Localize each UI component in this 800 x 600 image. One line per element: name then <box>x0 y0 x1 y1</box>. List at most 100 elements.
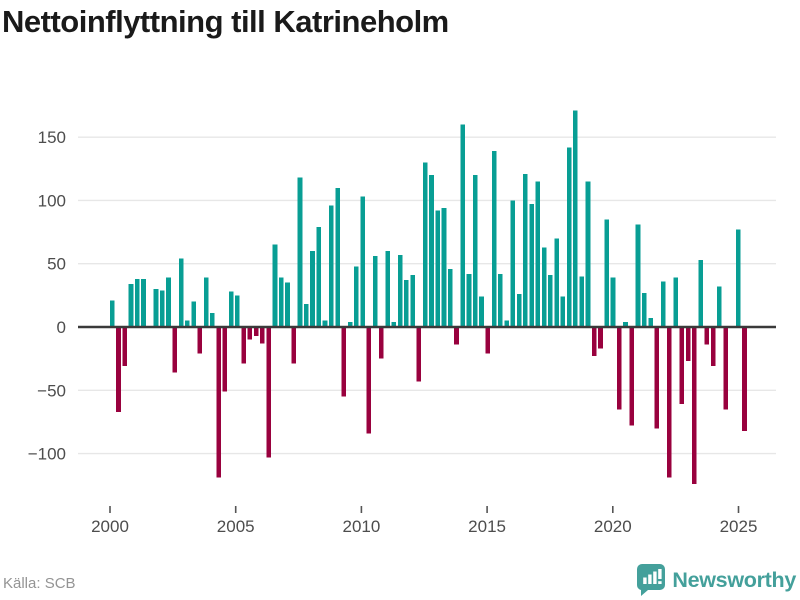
bar[interactable] <box>159 290 165 327</box>
bar[interactable] <box>272 244 278 327</box>
bar[interactable] <box>685 327 691 362</box>
bar[interactable] <box>692 327 697 484</box>
bar[interactable] <box>178 258 184 327</box>
bar[interactable] <box>704 327 710 345</box>
bar[interactable] <box>329 205 334 328</box>
bar[interactable] <box>447 268 453 327</box>
bar[interactable] <box>372 256 378 327</box>
bar[interactable] <box>354 266 359 327</box>
bar[interactable] <box>541 247 547 327</box>
bar[interactable] <box>460 124 466 328</box>
bar[interactable] <box>141 278 146 327</box>
bar[interactable] <box>203 277 209 327</box>
bar[interactable] <box>266 327 271 458</box>
bar[interactable] <box>598 327 603 349</box>
bar[interactable] <box>510 200 516 327</box>
bar[interactable] <box>554 238 559 327</box>
bar[interactable] <box>654 327 660 429</box>
bar[interactable] <box>623 321 628 327</box>
bar[interactable] <box>297 177 303 327</box>
bar[interactable] <box>673 277 678 327</box>
bar[interactable] <box>391 321 397 327</box>
bar[interactable] <box>222 327 228 392</box>
bar[interactable] <box>291 327 297 364</box>
bar[interactable] <box>548 275 553 327</box>
bar[interactable] <box>529 204 534 327</box>
bar[interactable] <box>404 280 409 327</box>
bar[interactable] <box>585 181 591 327</box>
bar[interactable] <box>322 320 328 327</box>
bar[interactable] <box>347 321 353 327</box>
bar[interactable] <box>341 327 347 397</box>
bar[interactable] <box>535 181 541 327</box>
bar[interactable] <box>379 327 384 359</box>
bar[interactable] <box>472 175 478 327</box>
bar[interactable] <box>679 327 685 405</box>
bar[interactable] <box>397 254 403 327</box>
bar[interactable] <box>573 110 578 327</box>
bar[interactable] <box>128 283 134 327</box>
bar[interactable] <box>610 277 616 327</box>
bar[interactable] <box>316 227 322 327</box>
bar[interactable] <box>660 281 666 327</box>
bar[interactable] <box>109 300 115 327</box>
bar[interactable] <box>166 277 171 327</box>
bar[interactable] <box>210 313 215 327</box>
bar[interactable] <box>410 275 415 327</box>
bar[interactable] <box>278 277 284 327</box>
bar[interactable] <box>616 327 622 410</box>
bar[interactable] <box>310 251 315 327</box>
bar[interactable] <box>485 327 491 354</box>
bar[interactable] <box>491 151 497 327</box>
bar[interactable] <box>735 229 741 327</box>
bar[interactable] <box>285 282 290 327</box>
bar[interactable] <box>498 273 503 327</box>
bar[interactable] <box>335 187 340 327</box>
newsworthy-logo[interactable]: Newsworthy <box>637 564 796 596</box>
bar[interactable] <box>197 327 203 354</box>
bar[interactable] <box>303 304 309 327</box>
bar[interactable] <box>629 327 635 426</box>
bar[interactable] <box>116 327 121 412</box>
bar[interactable] <box>698 259 703 327</box>
bar[interactable] <box>435 210 441 327</box>
bar[interactable] <box>253 327 259 336</box>
bar[interactable] <box>504 320 509 327</box>
bar[interactable] <box>717 286 722 328</box>
bar[interactable] <box>441 208 447 327</box>
bar[interactable] <box>454 327 459 345</box>
bar[interactable] <box>153 289 159 327</box>
bar[interactable] <box>416 327 422 382</box>
bar[interactable] <box>241 327 246 364</box>
bar[interactable] <box>235 295 240 327</box>
bar[interactable] <box>591 327 597 357</box>
bar[interactable] <box>172 327 178 373</box>
bar[interactable] <box>429 175 434 327</box>
bar[interactable] <box>247 327 253 340</box>
bar[interactable] <box>579 276 584 327</box>
bar[interactable] <box>260 327 265 344</box>
bar[interactable] <box>466 273 472 327</box>
bar[interactable] <box>191 301 196 327</box>
bar[interactable] <box>516 294 522 327</box>
bar[interactable] <box>642 292 647 327</box>
bar[interactable] <box>604 219 610 327</box>
bar[interactable] <box>523 173 528 327</box>
bar[interactable] <box>560 296 566 327</box>
bar[interactable] <box>648 318 653 327</box>
bar[interactable] <box>216 327 221 478</box>
bar[interactable] <box>366 327 372 434</box>
bar[interactable] <box>667 327 672 478</box>
bar[interactable] <box>185 320 190 327</box>
bar[interactable] <box>134 278 140 327</box>
bar[interactable] <box>422 162 428 327</box>
bar[interactable] <box>385 251 390 327</box>
bar[interactable] <box>122 327 128 367</box>
bar[interactable] <box>710 327 716 367</box>
bar[interactable] <box>479 296 484 327</box>
bar[interactable] <box>566 147 572 327</box>
bar[interactable] <box>228 291 234 327</box>
bar[interactable] <box>635 224 641 327</box>
bar[interactable] <box>360 196 365 327</box>
bar[interactable] <box>723 327 728 410</box>
